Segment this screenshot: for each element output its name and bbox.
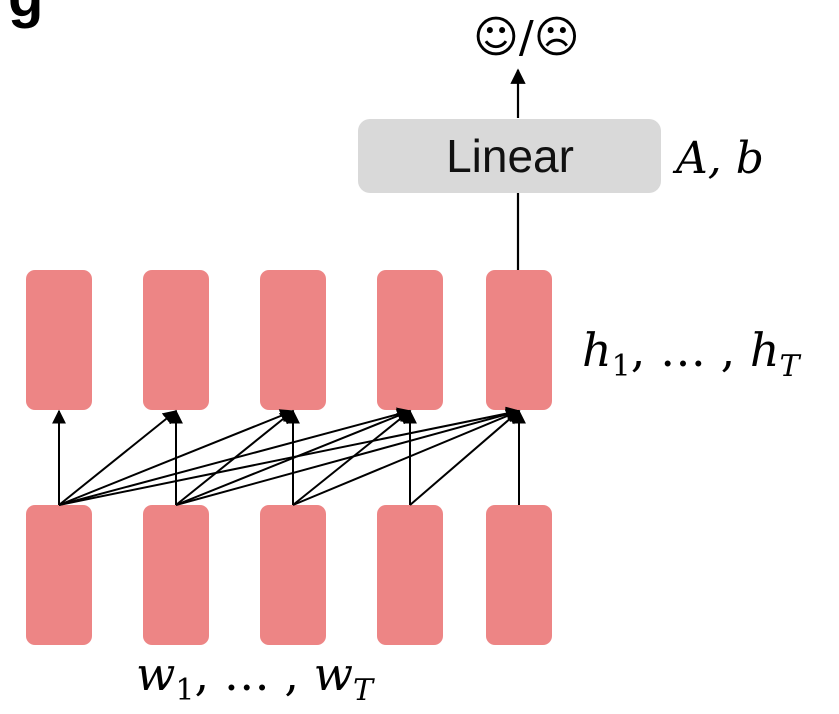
hidden-states-label: h1, … , hT [582,323,802,384]
hidden-cell [260,270,326,410]
hidden-cell [26,270,92,410]
input-cell [377,505,443,645]
input-cells [26,505,552,645]
title-fragment: g [8,0,43,29]
input-cell [26,505,92,645]
hidden-cell [486,270,552,410]
hidden-cell [143,270,209,410]
input-cell [260,505,326,645]
input-words-label: w1, … , wT [136,647,375,708]
hidden-cell [377,270,443,410]
connection-arrow [58,406,521,506]
input-cell [486,505,552,645]
connection-arrow [58,410,178,506]
hidden-cells [26,270,552,410]
connection-arrow [409,410,521,506]
connection-arrow [292,410,412,506]
input-cell [143,505,209,645]
connection-arrow [292,409,521,506]
linear-layer-box: Linear [358,119,661,193]
connection-arrow [175,407,521,506]
output-sentiment-label: ☺/☹ [473,12,580,63]
connection-arrow [175,410,295,506]
linear-layer-label: Linear [446,130,574,182]
connection-arrows [52,406,526,506]
parameters-label: A, b [672,133,764,184]
